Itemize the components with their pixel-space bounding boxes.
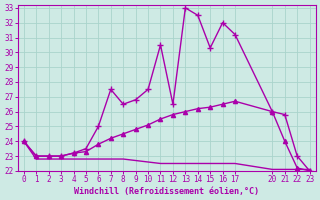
X-axis label: Windchill (Refroidissement éolien,°C): Windchill (Refroidissement éolien,°C) bbox=[74, 187, 259, 196]
